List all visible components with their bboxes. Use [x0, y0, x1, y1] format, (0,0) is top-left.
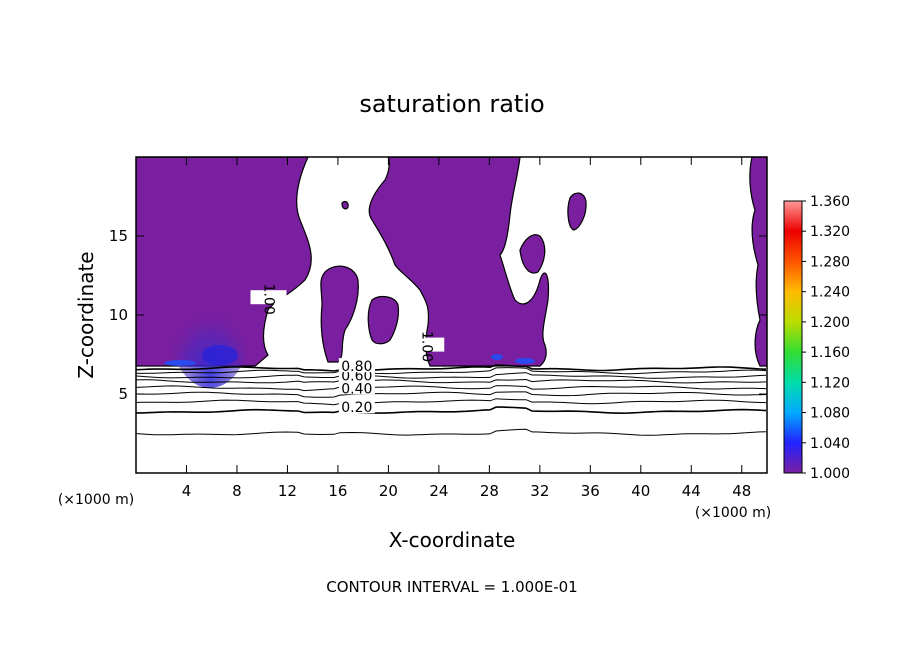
x-tick-label: 40 [631, 482, 650, 500]
contour-line [136, 398, 767, 406]
colorbar-tick-label: 1.000 [810, 466, 850, 482]
colorbar: 1.000 1.040 1.080 1.120 1.160 1.200 1.240 1.280… [783, 194, 850, 482]
saturated-blob-2 [367, 295, 400, 345]
x-tick-label: 16 [328, 482, 347, 500]
contour-line [136, 385, 767, 392]
y-tick-label: 5 [118, 385, 128, 403]
x-tick-label: 32 [530, 482, 549, 500]
x-axis-ticks: 4 8 12 16 20 24 28 32 36 40 44 48 [182, 157, 751, 500]
colorbar-tick-label: 1.080 [810, 406, 850, 422]
contour-line [136, 364, 767, 372]
saturated-blob-6 [341, 201, 349, 210]
colorbar-tick-label: 1.240 [810, 285, 850, 301]
contour-label-bg [338, 399, 375, 414]
x-unit-label: (×1000 m) [695, 505, 771, 521]
enhanced-spot-1 [164, 360, 196, 366]
z-unit-label: (×1000 m) [58, 492, 134, 508]
x-tick-label: 12 [278, 482, 297, 500]
contour-line [136, 406, 767, 415]
contour-line [136, 428, 767, 436]
y-tick-label: 10 [109, 306, 128, 324]
contour-label: 1.00 [418, 331, 434, 362]
contour-label: 0.40 [341, 381, 372, 397]
saturated-region-mid [368, 157, 550, 367]
contour-line [136, 367, 767, 375]
saturated-blob-5 [749, 157, 767, 367]
contour-labels: 0.20 0.400.600.80 1.00 1.00 [250, 284, 445, 416]
enhanced-zone-blue [170, 272, 250, 388]
contour-label: 1.00 [261, 284, 277, 315]
x-tick-label: 8 [232, 482, 242, 500]
contour-label: 0.60 [341, 369, 372, 385]
x-tick-label: 44 [682, 482, 701, 500]
colorbar-tick-label: 1.200 [810, 315, 850, 331]
contour-line [136, 391, 767, 398]
contour-label: 0.20 [341, 400, 372, 416]
x-tick-label: 24 [429, 482, 448, 500]
enhanced-spot-2 [491, 354, 503, 360]
colorbar-tick-label: 1.160 [810, 345, 850, 361]
contour-label-bg [408, 337, 445, 352]
contour-label: 0.80 [341, 359, 372, 375]
saturated-blob-3 [567, 192, 587, 231]
enhanced-spot-3 [515, 358, 535, 364]
plot-area [136, 157, 767, 473]
x-tick-label: 20 [379, 482, 398, 500]
contour-lines [136, 364, 767, 436]
y-tick-label: 15 [109, 227, 128, 245]
saturated-blob-1 [320, 265, 359, 363]
colorbar-tick-label: 1.320 [810, 224, 850, 240]
contour-label-bg [338, 358, 375, 373]
contour-line [136, 378, 767, 384]
contour-line [136, 372, 767, 379]
contour-interval-note: CONTOUR INTERVAL = 1.000E-01 [326, 578, 577, 596]
colorbar-tick-label: 1.040 [810, 436, 850, 452]
colorbar-tick-label: 1.360 [810, 194, 850, 210]
saturated-blob-4 [519, 234, 546, 274]
colorbar-tick-label: 1.280 [810, 254, 850, 270]
x-tick-label: 4 [182, 482, 192, 500]
enhanced-zone-core [202, 345, 238, 365]
y-axis-label: Z-coordinate [74, 251, 98, 378]
x-axis-label: X-coordinate [389, 528, 516, 552]
x-tick-label: 28 [480, 482, 499, 500]
colorbar-bar [783, 200, 803, 474]
contour-label-bg [250, 290, 287, 305]
chart-title: saturation ratio [359, 90, 544, 118]
colorbar-tick-label: 1.120 [810, 375, 850, 391]
x-tick-label: 48 [732, 482, 751, 500]
y-axis-ticks: 5 10 15 [109, 227, 767, 403]
x-tick-label: 36 [581, 482, 600, 500]
contour-label-bg [338, 380, 375, 395]
